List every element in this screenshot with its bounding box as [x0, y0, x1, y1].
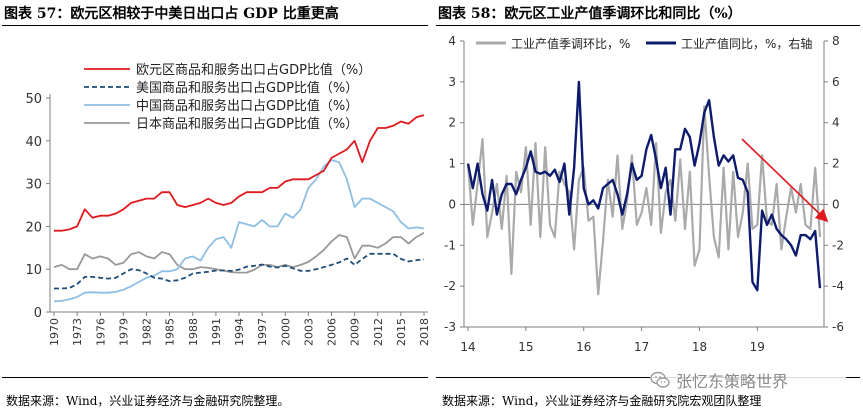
left-x-tick-label: 1988 [187, 318, 200, 346]
right-series-yoy-line [466, 80, 822, 292]
right-x-tick-label: 15 [518, 340, 533, 354]
left-bottom-rule [2, 377, 428, 378]
right-right-y-tick-label: -4 [832, 279, 844, 293]
left-line-chart: 0 10 20 30 40 50 1970 1973 1976 1979 1982 1985 1988 1… [25, 62, 431, 346]
left-x-tick-label: 1997 [256, 318, 269, 346]
left-x-tick-label: 2006 [326, 318, 339, 346]
right-source-note: 数据来源：Wind，兴业证券经济与金融研究院宏观团队整理 [442, 394, 762, 408]
left-x-tick-label: 1973 [71, 318, 84, 346]
left-series-line-2 [54, 252, 425, 290]
right-right-y-tick-label: 2 [832, 157, 840, 171]
right-chart-panel: 图表 58：欧元区工业产值季调环比和同比（%） -3 -2 -1 0 1 2 3 4 -6 -4-… [432, 0, 863, 416]
left-chart-title: 图表 57：欧元区相较于中美日出口占 GDP 比重更高 [4, 6, 339, 22]
right-bottom-rule [436, 377, 860, 378]
right-left-y-tick-label: 3 [448, 75, 456, 89]
left-x-tick-label: 1976 [94, 318, 107, 346]
right-legend-yoy-label: 工业产值同比，%，右轴 [681, 36, 812, 51]
right-title-rule [436, 25, 860, 26]
left-x-tick-label: 1994 [233, 318, 246, 346]
left-y-tick-label: 30 [25, 178, 42, 193]
right-chart-title: 图表 58：欧元区工业产值季调环比和同比（%） [438, 6, 742, 22]
right-right-y-tick-label: 8 [832, 34, 840, 48]
right-left-y-tick-label: 1 [448, 157, 456, 171]
right-line-chart: -3 -2 -1 0 1 2 3 4 -6 -4 -2 0 2 4 6 8 14 15 16 17 18 19 工业产值季调… [444, 34, 844, 354]
left-x-tick-label: 2015 [395, 318, 408, 346]
left-title-rule [2, 25, 428, 26]
left-y-tick-label: 0 [34, 306, 42, 321]
left-y-tick-label: 50 [25, 92, 42, 107]
left-series-line-4 [53, 232, 425, 274]
left-chart-panel: 图表 57：欧元区相较于中美日出口占 GDP 比重更高 0 10 20 30 40 50 1… [2, 6, 431, 408]
watermark: 张忆东策略世界 [650, 368, 846, 392]
left-legend-label-3: 中国商品和服务出口占GDP比值（%） [136, 98, 358, 114]
left-y-tick-label: 40 [25, 135, 42, 150]
left-series-line-3 [53, 159, 425, 303]
left-x-tick-label: 1991 [210, 318, 223, 346]
left-legend-label-1: 欧元区商品和服务出口占GDP比值（%） [136, 62, 371, 78]
left-y-tick-label: 10 [25, 263, 42, 278]
right-left-y-tick-label: 0 [448, 197, 456, 211]
right-right-y-tick-label: 4 [832, 116, 840, 130]
watermark-text: 张忆东策略世界 [676, 372, 789, 391]
left-x-tick-label: 2012 [372, 318, 385, 346]
left-x-tick-label: 1970 [48, 318, 61, 346]
left-x-tick-label: 2000 [279, 318, 292, 346]
left-source-note: 数据来源：Wind，兴业证券经济与金融研究院整理。 [6, 394, 290, 408]
left-x-tick-label: 1982 [141, 318, 154, 346]
wechat-icon [650, 371, 670, 388]
right-left-y-tick-label: 2 [448, 116, 456, 130]
right-left-y-tick-label: 4 [448, 34, 456, 48]
right-series-mom-line [466, 105, 822, 296]
right-x-tick-label: 16 [576, 340, 591, 354]
left-x-tick-label: 2018 [418, 318, 431, 346]
left-x-tick-label: 2009 [349, 318, 362, 346]
trend-arrow [741, 138, 829, 223]
right-right-y-tick-label: -2 [832, 238, 844, 252]
left-x-tick-label: 1979 [117, 318, 130, 346]
right-x-tick-label: 14 [460, 340, 475, 354]
right-left-y-tick-label: -1 [444, 238, 456, 252]
right-right-y-tick-label: -6 [832, 320, 844, 334]
right-legend-mom-label: 工业产值季调环比，% [511, 36, 630, 51]
left-series-line-1 [54, 114, 425, 232]
left-x-tick-label: 2003 [302, 318, 315, 346]
left-y-tick-label: 20 [25, 220, 42, 235]
right-right-y-tick-label: 0 [832, 197, 840, 211]
right-right-y-tick-label: 6 [832, 75, 840, 89]
right-left-y-tick-label: -2 [444, 279, 456, 293]
left-legend-label-4: 日本商品和服务出口占GDP比值（%） [136, 116, 358, 132]
right-x-tick-label: 17 [634, 340, 649, 354]
right-x-tick-label: 19 [750, 340, 765, 354]
left-legend-label-2: 美国商品和服务出口占GDP比值（%） [136, 80, 358, 96]
right-left-y-tick-label: -3 [444, 320, 456, 334]
right-x-tick-label: 18 [692, 340, 707, 354]
left-x-tick-label: 1985 [164, 318, 177, 346]
